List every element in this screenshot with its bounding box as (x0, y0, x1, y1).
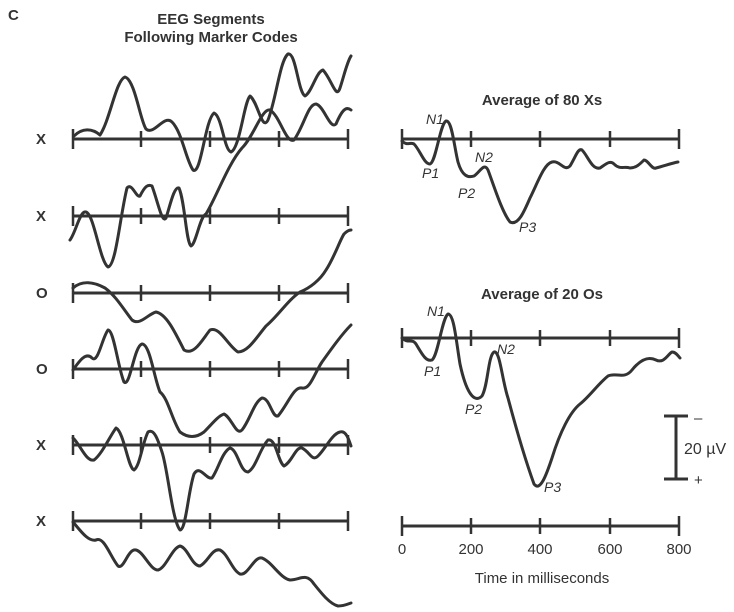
avg-o-title: Average of 20 Os (481, 286, 603, 303)
segment-axis-2 (71, 206, 350, 226)
avg-o-peak-p1: P1 (424, 363, 441, 379)
avg-o-peak-n1: N1 (427, 303, 445, 319)
avg-x-title: Average of 80 Xs (482, 92, 602, 109)
row-code-3: O (36, 285, 48, 302)
segment-axis-6 (71, 511, 350, 531)
segment-axis-3 (71, 283, 350, 303)
avg-x-peak-p2: P2 (458, 185, 475, 201)
left-title-line2: Following Marker Codes (124, 29, 297, 46)
avg-x-peak-p3: P3 (519, 219, 536, 235)
row-code-4: O (36, 361, 48, 378)
time-tick-200: 200 (458, 541, 483, 558)
segment-axis-1 (71, 129, 350, 149)
row-code-2: X (36, 208, 46, 225)
time-tick-600: 600 (597, 541, 622, 558)
eeg-trace-4 (71, 323, 353, 438)
eeg-trace-6 (71, 520, 353, 608)
time-axis-label: Time in milliseconds (475, 570, 609, 587)
scale-bar-label: 20 µV (684, 441, 726, 458)
avg-o-peak-p3: P3 (544, 479, 561, 495)
avg-x-peak-n2: N2 (475, 149, 493, 165)
segment-axis-4 (71, 359, 350, 379)
avg-o-peak-p2: P2 (465, 401, 482, 417)
eeg-trace-3 (71, 228, 353, 354)
avg-x-peak-n1: N1 (426, 111, 444, 127)
avg-x-trace (400, 119, 680, 225)
eeg-trace-1 (72, 52, 353, 172)
avg-x-peak-p1: P1 (422, 165, 439, 181)
left-title-line1: EEG Segments (157, 11, 265, 28)
panel-label: C (8, 7, 19, 24)
row-code-1: X (36, 131, 46, 148)
row-code-5: X (36, 437, 46, 454)
amplitude-scale-bar (664, 414, 688, 481)
scale-bar-minus: – (694, 410, 703, 427)
avg-x-axis (400, 129, 681, 149)
eeg-trace-5 (71, 426, 353, 532)
eeg-trace-2 (68, 102, 353, 269)
row-code-6: X (36, 513, 46, 530)
time-tick-800: 800 (666, 541, 691, 558)
avg-o-trace (400, 312, 682, 488)
avg-o-peak-n2: N2 (497, 341, 515, 357)
time-axis (400, 516, 681, 536)
time-tick-400: 400 (527, 541, 552, 558)
time-tick-0: 0 (398, 541, 406, 558)
scale-bar-plus: + (694, 472, 703, 489)
